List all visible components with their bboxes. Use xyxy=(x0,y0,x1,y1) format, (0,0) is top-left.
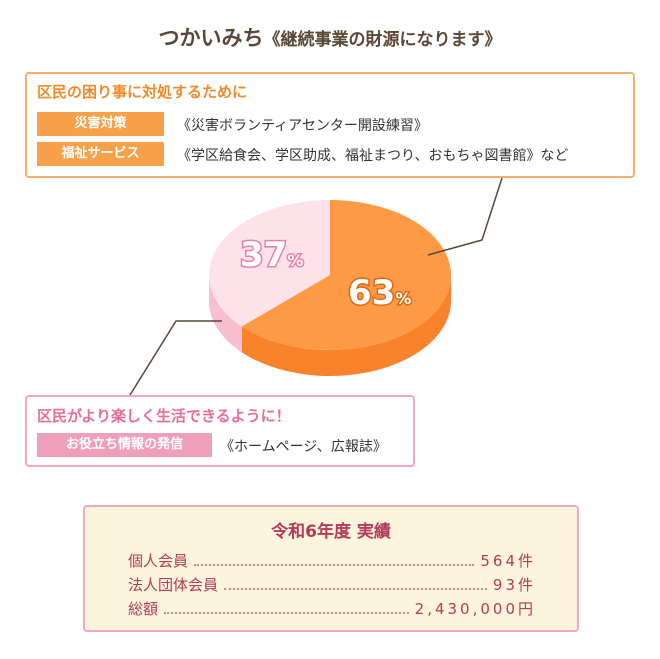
row-text-info: 《ホームページ、広報誌》 xyxy=(220,439,387,455)
tag-welfare: 福祉サービス xyxy=(37,142,164,166)
leader-line-pink xyxy=(129,320,222,396)
result-value: 2,430,000円 xyxy=(414,600,536,618)
result-label: 法人団体会員 xyxy=(128,576,219,594)
page-title: つかいみち《継続事業の財源になります》 xyxy=(0,22,660,52)
pie-layer xyxy=(208,200,451,376)
result-row-corporate: 法人団体会員 93件 xyxy=(128,575,536,595)
pie-label-pink-number: 37 xyxy=(240,235,287,275)
pie-label-pink-unit: % xyxy=(287,251,303,270)
purpose-box-orange: 区民の困り事に対処するために 災害対策 《災害ボランティアセンター開設練習》 福… xyxy=(25,72,635,178)
dot-leader xyxy=(224,588,487,590)
tag-info: お役立ち情報の発信 xyxy=(37,433,212,457)
results-title: 令和6年度 実績 xyxy=(271,522,391,542)
result-value: 93件 xyxy=(492,576,536,594)
pie-slice-0 xyxy=(241,200,451,350)
row-text-welfare: 《学区給食会、学区助成、福祉まつり、おもちゃ図書館》など xyxy=(177,148,569,164)
purpose-orange-heading: 区民の困り事に対処するために xyxy=(37,83,248,101)
pie-side-0 xyxy=(241,275,451,376)
result-row-total: 総額 2,430,000円 xyxy=(128,599,536,619)
title-main: つかいみち xyxy=(158,26,264,50)
result-label: 総額 xyxy=(128,600,159,618)
leader-line-orange xyxy=(427,177,503,256)
title-subtitle: 《継続事業の財源になります》 xyxy=(263,30,502,50)
purpose-pink-heading: 区民がより楽しく生活できるように！ xyxy=(37,407,291,425)
purpose-box-pink: 区民がより楽しく生活できるように！ お役立ち情報の発信 《ホームページ、広報誌》 xyxy=(25,395,415,467)
pie-label-pink: 37% xyxy=(240,235,303,275)
result-row-individual: 個人会員 564件 xyxy=(128,551,536,571)
dot-leader xyxy=(164,612,409,614)
result-value: 564件 xyxy=(480,552,536,570)
pie-side-1 xyxy=(209,275,242,353)
results-box: 令和6年度 実績 個人会員 564件 法人団体会員 93件 総額 2,430,0… xyxy=(83,505,579,632)
row-text-disaster: 《災害ボランティアセンター開設練習》 xyxy=(177,118,428,134)
pie-slice-1 xyxy=(208,200,330,327)
pie-label-orange-unit: % xyxy=(395,289,411,308)
result-label: 個人会員 xyxy=(128,552,189,570)
pie-label-orange-number: 63 xyxy=(348,273,395,313)
pie-label-orange: 63% xyxy=(348,273,411,313)
dot-leader xyxy=(194,564,475,566)
tag-disaster: 災害対策 xyxy=(37,112,164,136)
